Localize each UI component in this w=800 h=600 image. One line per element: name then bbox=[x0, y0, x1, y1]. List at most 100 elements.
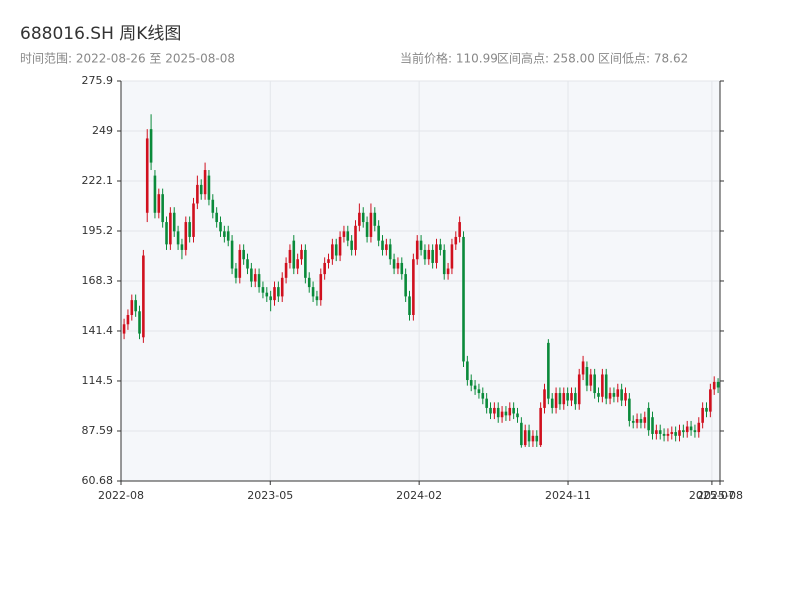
candle-body bbox=[400, 262, 404, 275]
candle-body bbox=[439, 244, 442, 250]
candle-body bbox=[589, 374, 593, 386]
candle-body bbox=[369, 212, 373, 237]
candle-body bbox=[176, 231, 180, 245]
candle-body bbox=[315, 296, 319, 301]
candle-body bbox=[219, 222, 222, 232]
candle-body bbox=[354, 225, 357, 250]
candle-body bbox=[365, 222, 369, 237]
candle-body bbox=[238, 249, 242, 278]
candle-body bbox=[462, 236, 465, 362]
candle-body bbox=[149, 129, 153, 163]
candle-body bbox=[415, 240, 419, 260]
candle-body bbox=[508, 407, 512, 416]
candle-body bbox=[485, 398, 488, 408]
candle-body bbox=[257, 274, 261, 288]
candle-body bbox=[207, 175, 211, 200]
candle-body bbox=[153, 175, 157, 213]
candle-body bbox=[199, 184, 203, 195]
candle-body bbox=[662, 433, 666, 436]
candle-body bbox=[558, 393, 562, 405]
candle-body bbox=[612, 393, 616, 397]
candle-body bbox=[184, 222, 188, 250]
candle-body bbox=[419, 240, 423, 250]
candle-body bbox=[678, 430, 681, 436]
candle-body bbox=[655, 430, 658, 434]
candle-body bbox=[597, 393, 600, 397]
x-tick-label: 2025-08 bbox=[697, 489, 743, 502]
candle-body bbox=[161, 194, 164, 223]
candle-body bbox=[658, 430, 662, 434]
candle-body bbox=[226, 231, 230, 241]
candle-body bbox=[523, 430, 527, 446]
candle-body bbox=[342, 231, 346, 237]
candle-body bbox=[512, 407, 515, 414]
candle-body bbox=[527, 430, 531, 442]
candle-body bbox=[670, 432, 674, 434]
candle-body bbox=[709, 389, 712, 412]
candle-body bbox=[450, 244, 454, 269]
y-tick-label: 141.4 bbox=[82, 324, 114, 337]
y-tick-label: 168.3 bbox=[82, 274, 114, 287]
x-tick-label: 2022-08 bbox=[98, 489, 144, 502]
candle-body bbox=[203, 170, 207, 195]
candle-body bbox=[126, 314, 130, 325]
candle-body bbox=[693, 430, 697, 433]
candle-body bbox=[570, 393, 573, 401]
candle-body bbox=[265, 292, 269, 297]
candle-body bbox=[338, 236, 342, 256]
candle-body bbox=[300, 249, 303, 260]
candle-body bbox=[377, 225, 380, 241]
candle-body bbox=[651, 417, 654, 434]
candle-body bbox=[277, 287, 280, 297]
candle-body bbox=[280, 277, 284, 297]
y-tick-label: 275.9 bbox=[82, 74, 114, 87]
candle-body bbox=[192, 203, 195, 237]
candle-body bbox=[631, 420, 635, 423]
candle-body bbox=[554, 393, 558, 408]
candle-body bbox=[624, 393, 627, 401]
y-tick-label: 114.5 bbox=[82, 374, 114, 387]
candle-body bbox=[388, 244, 392, 260]
candle-body bbox=[666, 433, 670, 436]
candle-body bbox=[358, 212, 361, 226]
candle-body bbox=[697, 422, 701, 433]
candle-body bbox=[566, 393, 569, 401]
candle-body bbox=[601, 374, 604, 397]
chart-title: 688016.SH 周K线图 bbox=[20, 24, 181, 44]
candle-body bbox=[469, 380, 473, 386]
candle-body bbox=[361, 212, 365, 223]
candle-body bbox=[604, 374, 608, 399]
candle-body bbox=[172, 212, 176, 232]
candle-body bbox=[674, 432, 677, 436]
y-tick-label: 87.59 bbox=[82, 424, 114, 437]
candle-body bbox=[577, 374, 581, 405]
candle-body bbox=[250, 268, 253, 282]
y-tick-label: 249 bbox=[92, 124, 113, 137]
candle-body bbox=[157, 194, 161, 213]
candle-body bbox=[284, 262, 288, 278]
candle-body bbox=[689, 426, 693, 431]
candle-body bbox=[608, 393, 612, 399]
candle-body bbox=[539, 407, 542, 446]
candle-body bbox=[685, 426, 689, 433]
candle-body bbox=[585, 367, 589, 386]
candle-body bbox=[481, 393, 485, 399]
candle-body bbox=[639, 419, 643, 423]
candle-body bbox=[550, 398, 554, 408]
candle-body bbox=[446, 268, 450, 275]
candle-body bbox=[292, 240, 296, 269]
candle-body bbox=[427, 249, 431, 260]
candle-body bbox=[234, 268, 238, 278]
candle-body bbox=[531, 435, 535, 442]
candle-body bbox=[145, 138, 149, 213]
candle-body bbox=[396, 262, 400, 269]
candle-body bbox=[134, 300, 137, 312]
candle-body bbox=[547, 342, 550, 399]
candle-body bbox=[346, 231, 350, 241]
candle-body bbox=[180, 244, 184, 250]
candle-body bbox=[682, 430, 685, 433]
candle-body bbox=[196, 184, 199, 204]
candle-body bbox=[500, 411, 504, 418]
candle-body bbox=[520, 422, 523, 446]
